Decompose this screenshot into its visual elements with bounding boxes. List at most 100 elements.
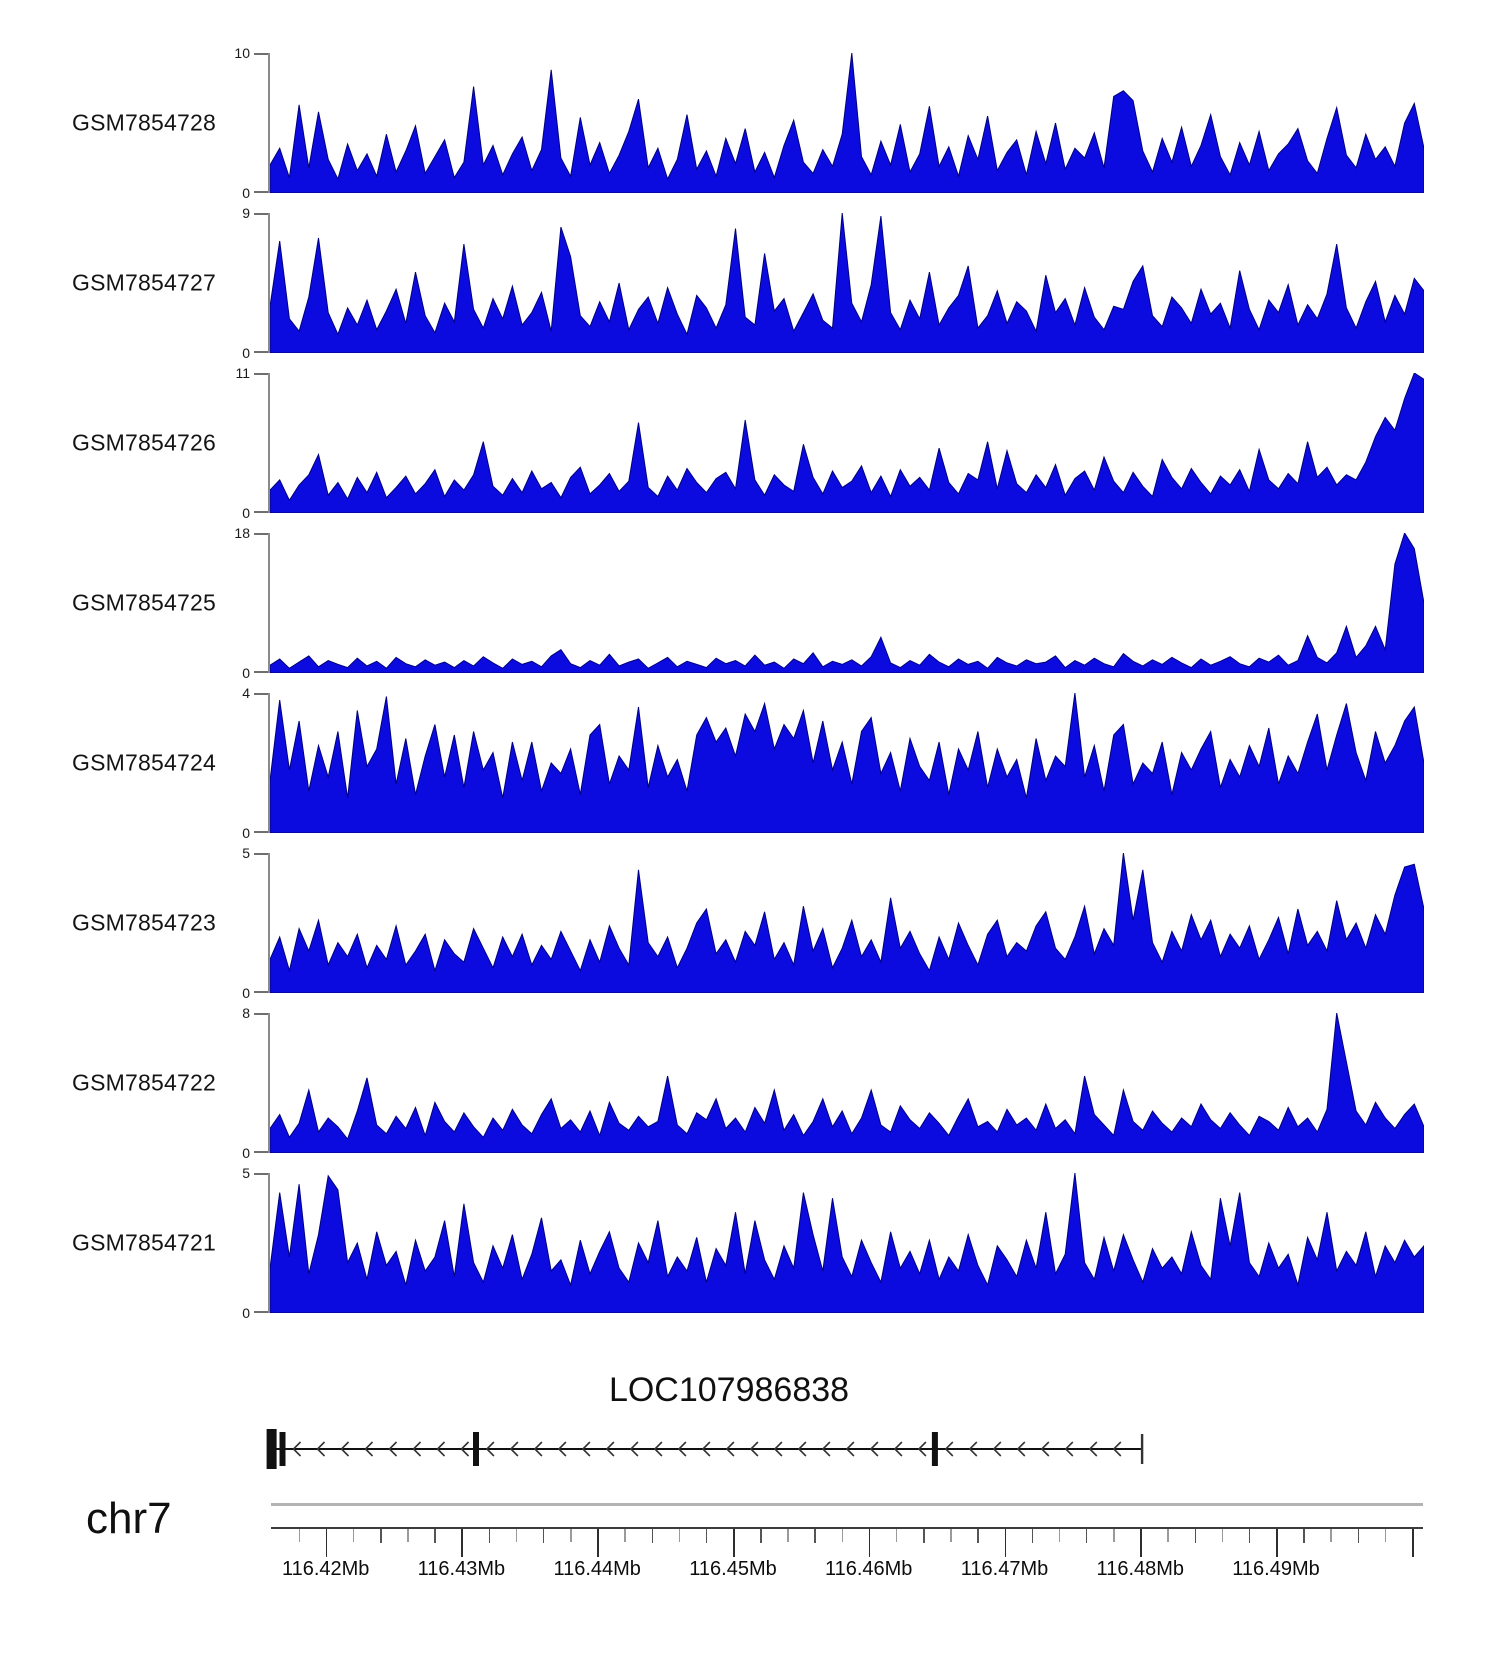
y-axis-top-tick (254, 373, 268, 375)
y-axis-bottom-tick (254, 991, 268, 993)
y-axis-top-tick (254, 1173, 268, 1175)
y-axis-top-tick (254, 533, 268, 535)
strand-direction-chevron-icon (845, 1441, 855, 1457)
y-axis-zero-label: 0 (242, 345, 250, 361)
track-sample-label: GSM7854726 (72, 429, 216, 456)
y-axis-line (268, 373, 270, 513)
axis-minor-tick (1384, 1529, 1387, 1542)
axis-major-tick (868, 1529, 871, 1557)
strand-direction-chevron-icon (944, 1441, 954, 1457)
track-plot-area: 11 0 (235, 366, 1424, 520)
axis-minor-tick (977, 1529, 979, 1543)
coverage-track-row: GSM7854723 5 0 (0, 846, 1500, 1000)
y-axis-max-label: 11 (235, 365, 250, 381)
y-axis-zero-label: 0 (242, 1305, 250, 1321)
y-axis-top-tick (254, 853, 268, 855)
axis-minor-tick (434, 1529, 436, 1543)
axis-minor-tick (705, 1529, 708, 1543)
chromosome-ideogram-line (271, 1503, 1423, 1506)
axis-major-tick (461, 1529, 464, 1557)
y-axis-line (268, 1173, 270, 1313)
track-sample-label: GSM7854725 (72, 589, 216, 616)
strand-direction-chevron-icon (292, 1441, 302, 1457)
track-plot-area: 18 0 (234, 526, 1424, 680)
strand-direction-chevron-icon (1016, 1441, 1026, 1457)
y-axis-line (268, 213, 270, 353)
y-axis-max-label: 4 (242, 685, 250, 701)
axis-minor-tick (1357, 1529, 1360, 1543)
y-axis-max-label: 8 (242, 1005, 250, 1021)
axis-minor-tick (1221, 1529, 1224, 1542)
coverage-track-row: GSM7854722 8 0 (0, 1006, 1500, 1160)
track-plot-area: 8 0 (242, 1006, 1424, 1160)
strand-direction-chevron-icon (869, 1441, 879, 1457)
strand-direction-chevron-icon (1064, 1441, 1074, 1457)
axis-major-tick (325, 1529, 328, 1557)
y-axis-line (268, 53, 270, 193)
coverage-signal-area (270, 1013, 1424, 1153)
strand-direction-chevron-icon (509, 1441, 519, 1457)
y-axis-line (268, 533, 270, 673)
y-axis-line (268, 853, 270, 993)
y-axis-bottom-tick (254, 191, 268, 193)
y-axis-top-tick (254, 213, 268, 215)
strand-direction-chevron-icon (893, 1441, 903, 1457)
y-axis-zero-label: 0 (242, 1145, 250, 1161)
gene-name-label: LOC107986838 (608, 1371, 850, 1409)
strand-direction-chevron-icon (605, 1441, 615, 1457)
strand-direction-chevron-icon (460, 1441, 470, 1457)
axis-minor-tick (651, 1529, 654, 1543)
coverage-signal-polygon (270, 1173, 1424, 1313)
axis-tick-label: 116.45Mb (689, 1558, 777, 1580)
y-axis-zero-label: 0 (242, 185, 250, 201)
strand-direction-chevron-icon (725, 1441, 735, 1457)
coverage-signal-polygon (270, 213, 1424, 353)
strand-direction-chevron-icon (316, 1441, 326, 1457)
gene-exon-box (931, 1432, 938, 1466)
gene-exon-box (279, 1432, 286, 1466)
strand-direction-chevron-icon (340, 1441, 350, 1457)
track-sample-label: GSM7854722 (72, 1069, 216, 1096)
coverage-track-row: GSM7854728 10 0 (0, 46, 1500, 200)
gene-exon-box (473, 1432, 479, 1466)
axis-major-tick (1411, 1529, 1414, 1557)
strand-direction-chevron-icon (677, 1441, 687, 1457)
strand-direction-chevron-icon (992, 1441, 1002, 1457)
y-axis-zero-label: 0 (242, 825, 250, 841)
y-axis-max-label: 5 (242, 1165, 250, 1181)
strand-direction-chevron-icon (364, 1441, 374, 1457)
axis-minor-tick (1167, 1529, 1169, 1542)
coverage-signal-polygon (270, 373, 1424, 513)
coverage-signal-area (270, 533, 1424, 673)
strand-direction-chevron-icon (797, 1441, 807, 1457)
coverage-signal-area (270, 1173, 1424, 1313)
axis-minor-tick (787, 1529, 789, 1542)
axis-minor-tick (570, 1529, 572, 1542)
axis-minor-tick (895, 1529, 898, 1542)
track-sample-label: GSM7854721 (72, 1229, 216, 1256)
axis-minor-tick (1303, 1529, 1305, 1543)
axis-minor-tick (515, 1529, 518, 1542)
track-plot-area: 10 0 (234, 46, 1424, 200)
strand-direction-chevron-icon (1040, 1441, 1050, 1457)
track-sample-label: GSM7854723 (72, 909, 216, 936)
strand-direction-chevron-icon (1112, 1441, 1122, 1457)
strand-direction-chevron-icon (412, 1441, 422, 1457)
axis-minor-tick (841, 1529, 844, 1542)
axis-minor-tick (1031, 1529, 1034, 1543)
axis-major-tick (1140, 1529, 1143, 1557)
axis-minor-tick (678, 1529, 681, 1542)
track-sample-label: GSM7854728 (72, 109, 216, 136)
coverage-signal-area (270, 853, 1424, 993)
strand-direction-chevron-icon (436, 1441, 446, 1457)
y-axis-line (268, 1013, 270, 1153)
y-axis-max-label: 18 (234, 525, 250, 541)
axis-minor-tick (1113, 1529, 1115, 1542)
track-plot-area: 4 0 (242, 686, 1424, 840)
coverage-signal-polygon (270, 53, 1424, 193)
gene-exon-box (266, 1429, 277, 1469)
coverage-signal-polygon (270, 853, 1424, 993)
y-axis-max-label: 10 (234, 45, 250, 61)
axis-minor-tick (1248, 1529, 1251, 1543)
